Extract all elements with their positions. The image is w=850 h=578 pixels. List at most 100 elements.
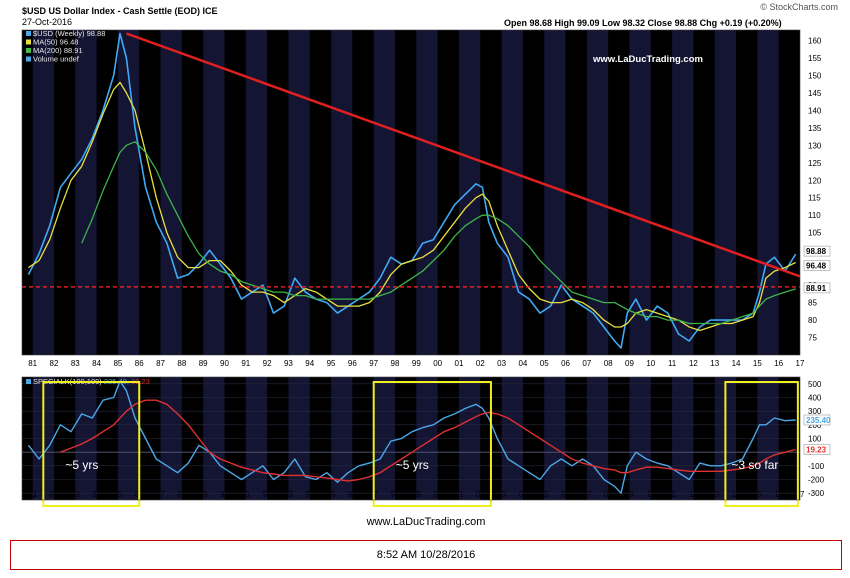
x-tick-label: 12 <box>689 490 698 499</box>
year-band <box>501 30 523 355</box>
x-tick-label: 89 <box>199 490 208 499</box>
x-tick-label: 98 <box>391 490 400 499</box>
year-band <box>416 30 438 355</box>
x-tick-label: 12 <box>689 359 698 368</box>
y-tick-label: 75 <box>808 334 817 343</box>
y-tick-label: 160 <box>808 36 822 45</box>
x-tick-label: 15 <box>753 359 762 368</box>
x-tick-label: 90 <box>220 490 229 499</box>
y-tick-label: 115 <box>808 194 821 203</box>
y-tick-label: 120 <box>808 176 822 185</box>
year-band <box>373 30 396 355</box>
price-panel-bg <box>22 30 800 355</box>
year-band <box>32 30 54 355</box>
x-tick-label: 09 <box>625 359 634 368</box>
y-tick-label: 140 <box>808 106 822 115</box>
x-tick-label: 02 <box>476 490 485 499</box>
legend-entry: Volume undef <box>33 55 80 64</box>
x-tick-label: 92 <box>263 359 272 368</box>
annotation-label: ~5 yrs <box>65 458 98 472</box>
x-tick-label: 99 <box>412 359 421 368</box>
legend-swatch <box>26 48 31 53</box>
x-tick-label: 89 <box>199 359 208 368</box>
x-tick-label: 13 <box>710 359 719 368</box>
footer-timestamp-text: 8:52 AM 10/28/2016 <box>376 549 476 561</box>
year-band <box>203 30 225 355</box>
x-tick-label: 04 <box>518 359 527 368</box>
year-band <box>75 30 97 355</box>
copyright-label: © StockCharts.com <box>760 2 838 12</box>
x-tick-label: 08 <box>604 490 613 499</box>
year-band <box>160 30 182 355</box>
x-tick-label: 16 <box>774 359 783 368</box>
x-tick-label: 85 <box>113 490 122 499</box>
year-band <box>714 30 737 355</box>
x-tick-label: 91 <box>241 359 250 368</box>
x-tick-label: 96 <box>348 359 357 368</box>
x-tick-label: 96 <box>348 490 357 499</box>
annotation-label: ~3 so far <box>731 458 778 472</box>
x-tick-label: 98 <box>391 359 400 368</box>
y-tick-label: -100 <box>808 462 825 471</box>
x-tick-label: 93 <box>284 359 293 368</box>
x-tick-label: 06 <box>561 359 570 368</box>
x-tick-label: 81 <box>28 359 37 368</box>
y-tick-label: -200 <box>808 476 825 485</box>
x-tick-label: 87 <box>156 359 165 368</box>
x-tick-label: 82 <box>50 490 59 499</box>
price-panel-border <box>21 29 801 356</box>
x-tick-label: 88 <box>177 490 186 499</box>
x-tick-label: 10 <box>646 490 655 499</box>
x-tick-label: 11 <box>668 490 677 499</box>
x-tick-label: 86 <box>135 359 144 368</box>
last-value-tag <box>803 444 831 455</box>
y-tick-label: 80 <box>808 316 817 325</box>
year-band <box>117 30 140 355</box>
chart-title: $USD US Dollar Index - Cash Settle (EOD)… <box>22 6 218 16</box>
y-tick-label: 145 <box>808 89 822 98</box>
last-value-label: 96.48 <box>806 261 827 270</box>
x-tick-label: 97 <box>369 359 378 368</box>
footer-site-text: www.LaDucTrading.com <box>366 516 486 528</box>
x-tick-label: 03 <box>497 359 506 368</box>
legend-entry: MA(50) 96.48 <box>33 38 78 47</box>
x-tick-label: 94 <box>305 490 314 499</box>
year-band <box>245 30 268 355</box>
x-tick-label: 88 <box>177 359 186 368</box>
ma200-line <box>81 141 796 325</box>
legend-entry: MA(200) 88.91 <box>33 46 83 55</box>
x-tick-label: 16 <box>774 490 783 499</box>
last-value-tag <box>803 245 831 257</box>
x-tick-label: 91 <box>241 490 250 499</box>
ma50-line <box>28 81 796 332</box>
year-band <box>629 30 651 355</box>
legend-swatch <box>26 56 31 62</box>
x-tick-label: 02 <box>476 359 485 368</box>
last-value-tag <box>803 414 831 426</box>
specialk-signal-line <box>60 399 796 482</box>
x-tick-label: 15 <box>753 490 762 499</box>
y-tick-label: 135 <box>808 124 822 133</box>
y-tick-label: 500 <box>808 380 822 389</box>
y-tick-label: 125 <box>808 159 822 168</box>
y-tick-label: 130 <box>808 141 822 150</box>
x-tick-label: 13 <box>710 490 719 499</box>
x-tick-label: 07 <box>582 359 591 368</box>
x-tick-label: 90 <box>220 359 229 368</box>
x-tick-label: 94 <box>305 359 314 368</box>
x-tick-label: 14 <box>732 490 741 499</box>
highlight-box <box>42 381 141 507</box>
x-tick-label: 03 <box>497 490 506 499</box>
y-tick-label: 150 <box>808 71 822 80</box>
x-tick-label: 11 <box>668 359 677 368</box>
y-tick-label: 300 <box>808 407 822 416</box>
x-tick-label: 06 <box>561 490 570 499</box>
x-tick-label: 05 <box>540 359 549 368</box>
specialk-line <box>27 380 796 494</box>
annotation-label: ~5 yrs <box>396 458 429 472</box>
x-tick-label: 93 <box>284 490 293 499</box>
x-tick-label: 07 <box>582 490 591 499</box>
x-tick-label: 92 <box>263 490 272 499</box>
year-band <box>288 30 310 355</box>
